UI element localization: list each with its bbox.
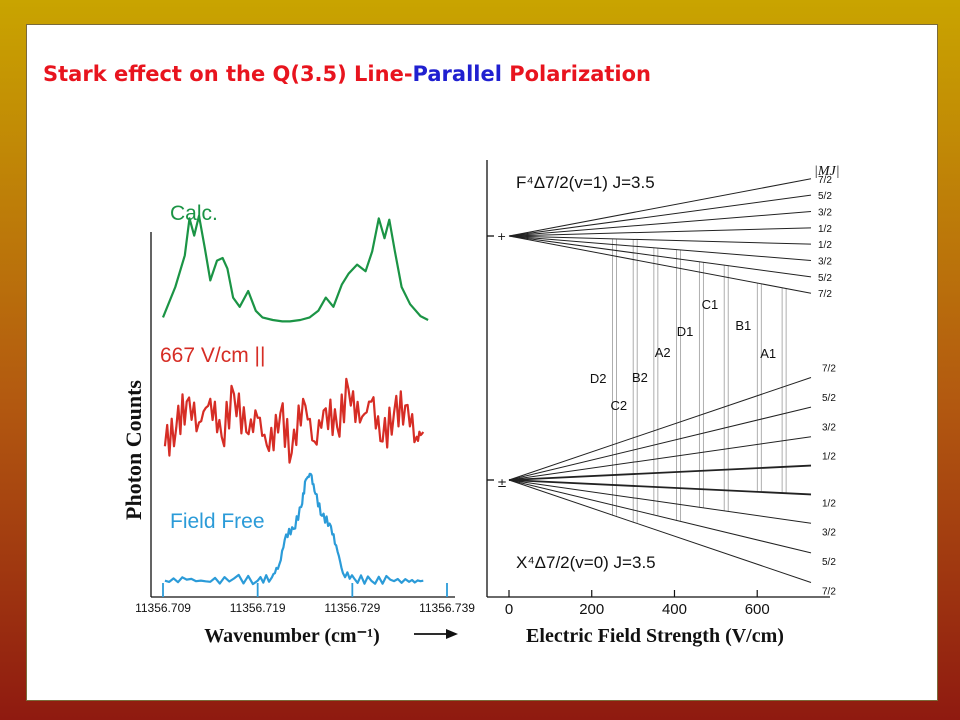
title-part-parallel: Parallel: [412, 62, 502, 86]
upper-mj-label: 3/2: [818, 207, 832, 218]
lower-mj-label: 1/2: [822, 452, 836, 463]
upper-mj-label: 1/2: [818, 240, 832, 251]
lower-stark-level: [508, 406, 812, 481]
lower-stark-level: [508, 479, 812, 554]
upper-mj-label: 7/2: [818, 289, 832, 300]
lower-mj-label: 3/2: [822, 527, 836, 538]
upper-stark-level: [508, 210, 812, 237]
lower-mj-label: 7/2: [822, 364, 836, 375]
transition-label: C2: [611, 398, 628, 413]
transition-label: B2: [632, 370, 648, 385]
upper-mj-label: 5/2: [818, 273, 832, 284]
spectrum-series-line: [163, 377, 425, 464]
transition-label: D1: [677, 324, 694, 339]
lower-stark-level: [508, 377, 812, 481]
upper-stark-level: [508, 178, 812, 237]
stark-x-label: Electric Field Strength (V/cm): [526, 625, 784, 647]
lower-mj-label: 1/2: [822, 498, 836, 509]
title-part: Polarization: [501, 62, 651, 86]
mj-header: |MJ|: [814, 164, 840, 179]
upper-origin-plus: +: [497, 230, 506, 243]
stark-x-tick-label: 600: [745, 601, 770, 618]
spectrum-series-line: [164, 472, 424, 586]
spectrum-series-line: [161, 214, 429, 323]
upper-mj-label: 3/2: [818, 257, 832, 268]
stark-x-tick-label: 400: [662, 601, 687, 618]
lower-stark-level: [508, 479, 812, 524]
series-label-fieldfree: Field Free: [170, 510, 265, 533]
lower-stark-level: [508, 479, 812, 496]
stark-x-tick-label: 200: [579, 601, 604, 618]
upper-stark-level: [508, 235, 812, 245]
upper-stark-level: [508, 194, 812, 237]
title-part: Stark effect on the Q(3.5) Line-: [43, 62, 413, 86]
spectrum-x-label: Wavenumber (cm⁻¹): [204, 625, 380, 647]
stark-x-tick-label: 0: [505, 601, 513, 618]
transition-label: D2: [590, 371, 607, 386]
upper-stark-level: [508, 235, 812, 262]
transition-label: C1: [702, 297, 719, 312]
upper-stark-level: [508, 227, 812, 237]
series-label-calc: Calc.: [170, 202, 218, 225]
slide-title: Stark effect on the Q(3.5) Line-Parallel…: [43, 62, 651, 86]
lower-stark-level: [508, 464, 812, 481]
upper-stark-level: [508, 235, 812, 278]
spectrum-y-label: Photon Counts: [121, 380, 146, 520]
spectrum-x-tick-label: 11356.709: [135, 601, 191, 615]
lower-origin-plusminus: ±: [497, 476, 507, 490]
upper-state-label: F⁴Δ7/2(v=1) J=3.5: [516, 173, 655, 192]
transition-label: A1: [760, 346, 776, 361]
series-label-667: 667 V/cm ||: [160, 344, 265, 367]
lower-mj-label: 5/2: [822, 393, 836, 404]
upper-mj-label: 1/2: [818, 224, 832, 235]
transition-label: B1: [735, 318, 751, 333]
upper-mj-label: 5/2: [818, 191, 832, 202]
lower-mj-label: 3/2: [822, 423, 836, 434]
spectrum-x-tick-label: 11356.739: [419, 601, 475, 615]
lower-state-label: X⁴Δ7/2(v=0) J=3.5: [516, 553, 656, 572]
spectrum-x-tick-label: 11356.719: [230, 601, 286, 615]
lower-stark-level: [508, 479, 812, 583]
transition-label: A2: [655, 345, 671, 360]
lower-mj-label: 7/2: [822, 586, 836, 597]
arrow-icon: [414, 629, 458, 639]
upper-mj-label: 7/2: [818, 175, 832, 186]
spectrum-chart: Photon Counts Wavenumber (cm⁻¹) 11356.70…: [121, 202, 475, 647]
lower-mj-label: 5/2: [822, 557, 836, 568]
lower-stark-level: [508, 436, 812, 481]
upper-stark-level: [508, 235, 812, 294]
stark-chart: Electric Field Strength (V/cm) F⁴Δ7/2(v=…: [486, 160, 840, 647]
spectrum-x-tick-label: 11356.729: [324, 601, 380, 615]
